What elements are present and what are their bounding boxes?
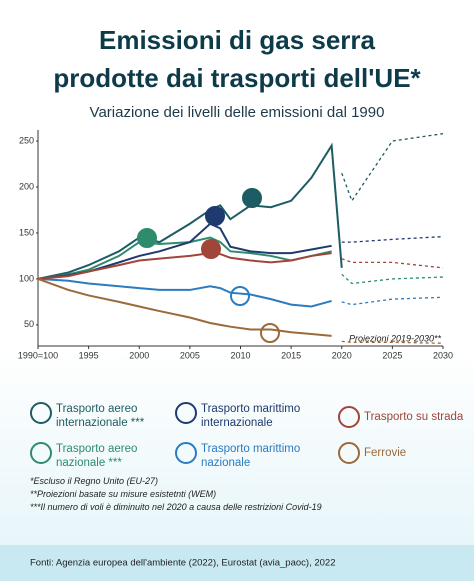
- legend-label: Trasporto su strada: [364, 411, 464, 423]
- footnote: *Escluso il Regno Unito (EU-27): [30, 476, 159, 486]
- projection-line: [341, 296, 444, 306]
- legend-label: Trasporto marittimo internazionale: [201, 403, 301, 429]
- series-line: [37, 236, 332, 280]
- projection-line: [341, 273, 444, 285]
- legend-icon: [175, 402, 197, 424]
- legend-label: Trasporto aereo nazionale ***: [56, 443, 138, 469]
- line-icon: [201, 239, 221, 259]
- line-icon: [137, 228, 157, 248]
- legend-label: Ferrovie: [364, 447, 407, 459]
- source: Fonti: Agenzia europea dell'ambiente (20…: [30, 558, 335, 569]
- series-line: [37, 252, 332, 280]
- projection-line: [341, 258, 444, 269]
- chart-title: prodotte dai trasporti dell'UE*: [53, 63, 421, 93]
- x-tick-label: 2025: [382, 350, 402, 360]
- footnote: **Proiezioni basate su misure esistetnti…: [30, 489, 217, 499]
- legend-icon: [30, 402, 52, 424]
- y-tick-label: 150: [19, 227, 34, 237]
- series-line: [37, 277, 332, 308]
- legend-label: Trasporto marittimo nazionale: [201, 443, 301, 469]
- y-tick-label: 200: [19, 181, 34, 191]
- legend-icon: [338, 442, 360, 464]
- series-line: [37, 277, 332, 337]
- projection-line: [341, 133, 444, 203]
- y-tick-label: 50: [24, 319, 34, 329]
- y-tick-label: 250: [19, 135, 34, 145]
- legend-icon: [175, 442, 197, 464]
- legend-icon: [30, 442, 52, 464]
- x-tick-label: 2005: [180, 350, 200, 360]
- projection-line: [341, 235, 444, 243]
- legend-label: Trasporto aereo internazionale ***: [56, 403, 145, 429]
- footnote: ***Il numero di voli è diminuito nel 202…: [30, 502, 322, 512]
- legend-icon: [338, 406, 360, 428]
- line-icon: [205, 206, 225, 226]
- line-icon: [260, 323, 280, 343]
- projection-line: [341, 340, 444, 344]
- x-tick-label: 2015: [281, 350, 301, 360]
- x-tick-label: 2010: [230, 350, 250, 360]
- y-tick-label: 100: [19, 273, 34, 283]
- projection-label: Proiezioni 2019-2030**: [349, 333, 442, 343]
- x-tick-label: 2000: [129, 350, 149, 360]
- x-tick-label: 1990=100: [18, 350, 58, 360]
- source-bar: [0, 545, 474, 581]
- x-tick-label: 2020: [332, 350, 352, 360]
- line-icon: [230, 286, 250, 306]
- chart-subtitle: Variazione dei livelli delle emissioni d…: [90, 104, 385, 121]
- line-icon: [242, 188, 262, 208]
- x-tick-label: 2030: [433, 350, 453, 360]
- chart-title: Emissioni di gas serra: [99, 25, 376, 55]
- x-tick-label: 1995: [79, 350, 99, 360]
